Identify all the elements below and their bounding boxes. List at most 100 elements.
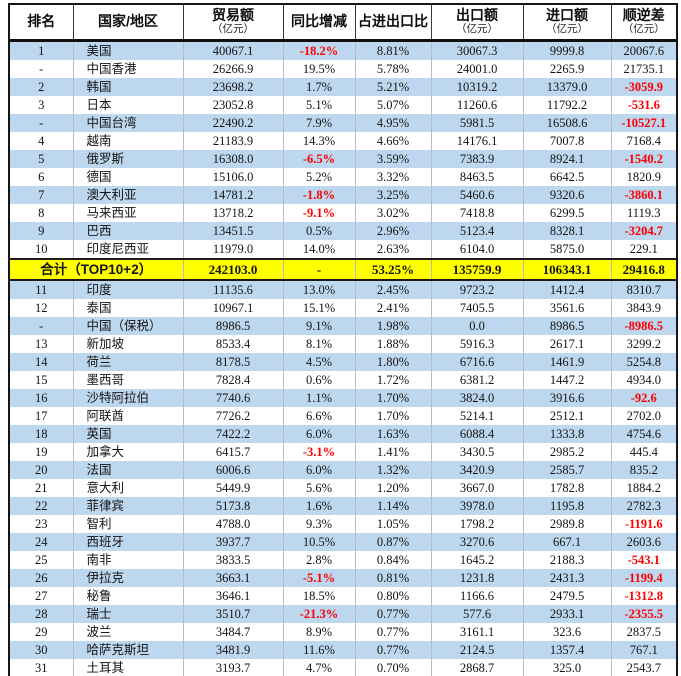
share-cell: 2.63% [355, 239, 432, 259]
yoy-cell: 4.7% [283, 658, 356, 676]
trade-cell: 3510.7 [183, 604, 284, 623]
yoy-cell: 4.5% [283, 352, 356, 371]
balance-cell: 8310.7 [626, 282, 661, 297]
share-cell: 1.70% [355, 388, 432, 407]
table-row: 29 波兰 3484.7 8.9% 0.77% 3161.1 323.6 2837.5 [9, 622, 677, 641]
trade-cell: 5173.8 [183, 496, 284, 515]
import-cell: 3561.6 [523, 298, 612, 317]
column-header-balance: 顺逆差 （亿元） [611, 4, 677, 42]
rank-cell: - [9, 113, 74, 132]
yoy-cell: 15.1% [283, 298, 356, 317]
rank-cell: 28 [9, 604, 74, 623]
share-cell: 0.84% [355, 550, 432, 569]
table-row: 27 秘鲁 3646.1 18.5% 0.80% 1166.6 2479.5 -1312.8 [9, 586, 677, 605]
balance-cell: 2837.5 [626, 624, 661, 639]
total-balance-cell: 29416.8 [611, 257, 677, 281]
import-cell: 6299.5 [523, 203, 612, 222]
yoy-cell: -18.2% [283, 40, 356, 60]
column-header-label: 顺逆差 [622, 7, 665, 24]
country-cell: 墨西哥 [73, 370, 184, 389]
table-row: 25 南非 3833.5 2.8% 0.84% 1645.2 2188.3 -543.1 [9, 550, 677, 569]
import-cell: 2617.1 [523, 334, 612, 353]
balance-cell: -3204.7 [624, 223, 664, 238]
total-yoy-cell: - [283, 257, 356, 281]
yoy-cell: 2.8% [283, 550, 356, 569]
column-header-trade: 贸易额 （亿元） [183, 4, 284, 42]
column-header-export: 出口额 （亿元） [431, 4, 524, 42]
share-cell: 3.25% [355, 185, 432, 204]
import-cell: 1782.8 [523, 478, 612, 497]
table-row: 10 印度尼西亚 11979.0 14.0% 2.63% 6104.0 5875.0 229.… [9, 239, 677, 259]
table-row: 8 马来西亚 13718.2 -9.1% 3.02% 7418.8 6299.5 1119.3 [9, 203, 677, 222]
import-cell: 323.6 [523, 622, 612, 641]
import-cell: 2585.7 [523, 460, 612, 479]
yoy-cell: 19.5% [283, 59, 356, 78]
trade-cell: 11135.6 [183, 279, 284, 299]
import-cell: 2989.8 [523, 514, 612, 533]
trade-cell: 7422.2 [183, 424, 284, 443]
yoy-cell: -9.1% [283, 203, 356, 222]
column-header-unit: （亿元） [212, 24, 254, 36]
balance-cell: 1884.2 [626, 480, 661, 495]
yoy-cell: -1.8% [283, 185, 356, 204]
country-cell: 中国（保税） [73, 316, 184, 335]
table-row: - 中国香港 26266.9 19.5% 5.78% 24001.0 2265.9 21735… [9, 59, 677, 78]
import-cell: 1333.8 [523, 424, 612, 443]
share-cell: 1.41% [355, 442, 432, 461]
import-cell: 1412.4 [523, 279, 612, 299]
trade-cell: 26266.9 [183, 59, 284, 78]
country-cell: 越南 [73, 131, 184, 150]
country-cell: 美国 [73, 40, 184, 60]
import-cell: 2265.9 [523, 59, 612, 78]
table-header-row: 排名 国家/地区 贸易额 （亿元） 同比增减 占进出口比 出口额 （亿元） 进口额 （亿元） 顺逆差… [9, 4, 677, 42]
trade-cell: 3484.7 [183, 622, 284, 641]
import-cell: 2985.2 [523, 442, 612, 461]
balance-cell: 2543.7 [626, 660, 661, 675]
balance-cell: -543.1 [627, 552, 660, 567]
export-cell: 1645.2 [431, 550, 524, 569]
country-cell: 菲律宾 [73, 496, 184, 515]
import-cell: 667.1 [523, 532, 612, 551]
share-cell: 2.96% [355, 221, 432, 240]
yoy-cell: 9.3% [283, 514, 356, 533]
country-cell: 哈萨克斯坦 [73, 640, 184, 659]
balance-cell: -10527.1 [621, 115, 667, 130]
export-cell: 7383.9 [431, 149, 524, 168]
export-cell: 1231.8 [431, 568, 524, 587]
export-cell: 10319.2 [431, 77, 524, 96]
export-cell: 1166.6 [431, 586, 524, 605]
export-cell: 3161.1 [431, 622, 524, 641]
yoy-cell: 13.0% [283, 279, 356, 299]
country-cell: 加拿大 [73, 442, 184, 461]
trade-cell: 8178.5 [183, 352, 284, 371]
table-row: 9 巴西 13451.5 0.5% 2.96% 5123.4 8328.1 -3204.7 [9, 221, 677, 240]
country-cell: 阿联酋 [73, 406, 184, 425]
yoy-cell: 6.6% [283, 406, 356, 425]
table-row: 17 阿联酋 7726.2 6.6% 1.70% 5214.1 2512.1 2702.0 [9, 406, 677, 425]
share-cell: 8.81% [355, 40, 432, 60]
rank-cell: 21 [9, 478, 74, 497]
rank-cell: 17 [9, 406, 74, 425]
trade-cell: 11979.0 [183, 239, 284, 259]
share-cell: 2.45% [355, 279, 432, 299]
rank-cell: 15 [9, 370, 74, 389]
share-cell: 4.95% [355, 113, 432, 132]
import-cell: 9320.6 [523, 185, 612, 204]
import-cell: 2933.1 [523, 604, 612, 623]
share-cell: 0.87% [355, 532, 432, 551]
import-cell: 1447.2 [523, 370, 612, 389]
yoy-cell: -6.5% [283, 149, 356, 168]
yoy-cell: 8.9% [283, 622, 356, 641]
share-cell: 2.41% [355, 298, 432, 317]
yoy-cell: 1.1% [283, 388, 356, 407]
share-cell: 0.77% [355, 604, 432, 623]
share-cell: 1.14% [355, 496, 432, 515]
balance-cell: -2355.5 [624, 606, 664, 621]
balance-cell: -3059.9 [624, 79, 664, 94]
rank-cell: - [9, 316, 74, 335]
balance-cell: 2782.3 [626, 498, 661, 513]
trade-cell: 3833.5 [183, 550, 284, 569]
country-cell: 中国台湾 [73, 113, 184, 132]
import-cell: 2512.1 [523, 406, 612, 425]
country-cell: 沙特阿拉伯 [73, 388, 184, 407]
